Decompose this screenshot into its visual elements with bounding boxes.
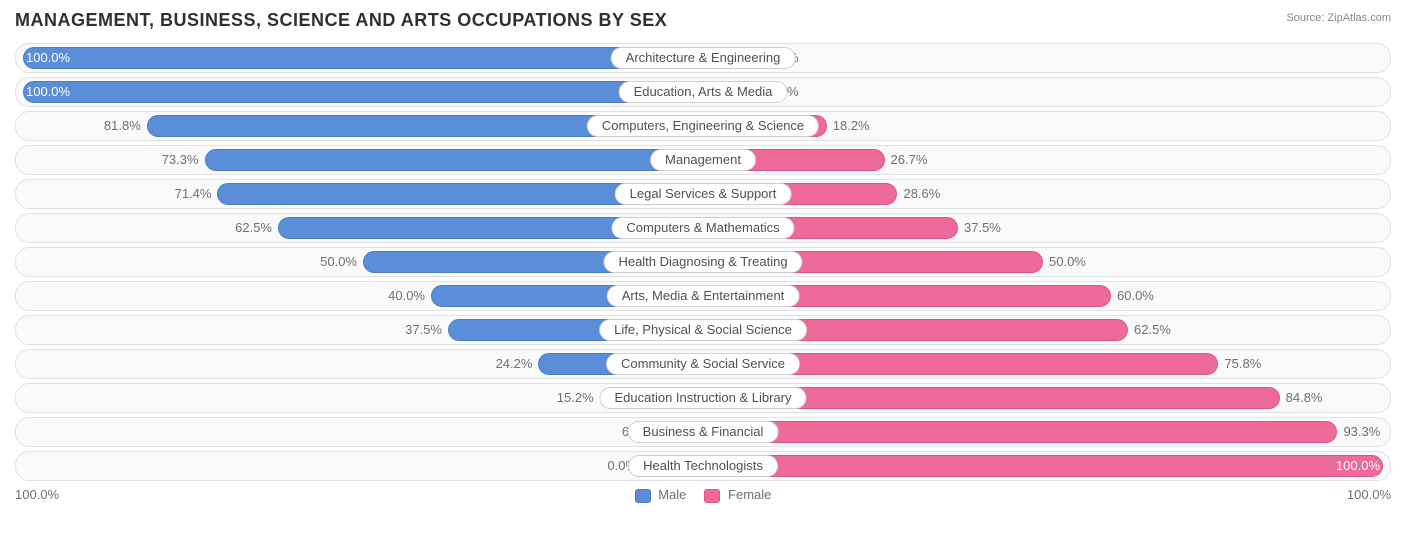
legend: Male Female <box>635 487 772 503</box>
legend-male-label: Male <box>658 487 686 502</box>
male-bar <box>23 47 703 69</box>
female-value: 26.7% <box>891 146 928 174</box>
legend-female: Female <box>704 487 771 503</box>
chart-row: 62.5% 37.5% Computers & Mathematics <box>15 213 1391 243</box>
chart-row: 73.3% 26.7% Management <box>15 145 1391 175</box>
male-bar <box>205 149 703 171</box>
legend-male: Male <box>635 487 687 503</box>
male-value: 100.0% <box>26 44 70 72</box>
male-swatch-icon <box>635 489 651 503</box>
chart-header: MANAGEMENT, BUSINESS, SCIENCE AND ARTS O… <box>15 10 1391 31</box>
category-label: Health Diagnosing & Treating <box>603 251 802 273</box>
category-label: Education Instruction & Library <box>599 387 806 409</box>
female-swatch-icon <box>704 489 720 503</box>
chart-row: 0.0%100.0%Health Technologists <box>15 451 1391 481</box>
female-value: 28.6% <box>903 180 940 208</box>
male-bar <box>23 81 703 103</box>
female-value: 93.3% <box>1343 418 1380 446</box>
female-value: 62.5% <box>1134 316 1171 344</box>
male-value: 24.2% <box>496 350 533 378</box>
category-label: Architecture & Engineering <box>611 47 796 69</box>
chart-title: MANAGEMENT, BUSINESS, SCIENCE AND ARTS O… <box>15 10 667 31</box>
chart-row: 6.7%93.3%Business & Financial <box>15 417 1391 447</box>
source-name: ZipAtlas.com <box>1327 12 1391 24</box>
male-value: 15.2% <box>557 384 594 412</box>
female-value: 84.8% <box>1286 384 1323 412</box>
male-value: 62.5% <box>235 214 272 242</box>
category-label: Computers & Mathematics <box>611 217 794 239</box>
chart-row: 15.2% 84.8% Education Instruction & Librar… <box>15 383 1391 413</box>
chart-row: 100.0%0.0%Education, Arts & Media <box>15 77 1391 107</box>
category-label: Legal Services & Support <box>615 183 792 205</box>
male-value: 100.0% <box>26 78 70 106</box>
chart-source: Source: ZipAtlas.com <box>1286 10 1391 24</box>
chart-row: 40.0% 60.0% Arts, Media & Entertainment <box>15 281 1391 311</box>
chart-row: 81.8% 18.2% Computers, Engineering & Scien… <box>15 111 1391 141</box>
source-label: Source: <box>1286 12 1324 24</box>
male-value: 73.3% <box>162 146 199 174</box>
female-value: 60.0% <box>1117 282 1154 310</box>
legend-female-label: Female <box>728 487 771 502</box>
category-label: Management <box>650 149 756 171</box>
female-bar <box>703 421 1337 443</box>
chart-row: 37.5% 62.5% Life, Physical & Social Scienc… <box>15 315 1391 345</box>
male-value: 40.0% <box>388 282 425 310</box>
male-value: 71.4% <box>175 180 212 208</box>
category-label: Life, Physical & Social Science <box>599 319 807 341</box>
female-value: 100.0% <box>1336 452 1380 480</box>
axis-right-label: 100.0% <box>1347 487 1391 502</box>
chart-row: 24.2% 75.8% Community & Social Service <box>15 349 1391 379</box>
female-value: 18.2% <box>833 112 870 140</box>
female-bar <box>703 455 1383 477</box>
chart-footer: 100.0% Male Female 100.0% <box>15 487 1391 503</box>
axis-left-label: 100.0% <box>15 487 59 502</box>
category-label: Community & Social Service <box>606 353 800 375</box>
category-label: Education, Arts & Media <box>619 81 788 103</box>
male-value: 50.0% <box>320 248 357 276</box>
female-value: 50.0% <box>1049 248 1086 276</box>
category-label: Health Technologists <box>628 455 778 477</box>
female-value: 37.5% <box>964 214 1001 242</box>
category-label: Computers, Engineering & Science <box>587 115 819 137</box>
chart-area: 100.0%0.0%Architecture & Engineering100.… <box>15 43 1391 481</box>
category-label: Arts, Media & Entertainment <box>607 285 800 307</box>
chart-row: 50.0% 50.0% Health Diagnosing & Treating <box>15 247 1391 277</box>
category-label: Business & Financial <box>628 421 779 443</box>
female-value: 75.8% <box>1224 350 1261 378</box>
chart-row: 100.0%0.0%Architecture & Engineering <box>15 43 1391 73</box>
male-value: 81.8% <box>104 112 141 140</box>
chart-row: 71.4% 28.6% Legal Services & Support <box>15 179 1391 209</box>
male-value: 37.5% <box>405 316 442 344</box>
